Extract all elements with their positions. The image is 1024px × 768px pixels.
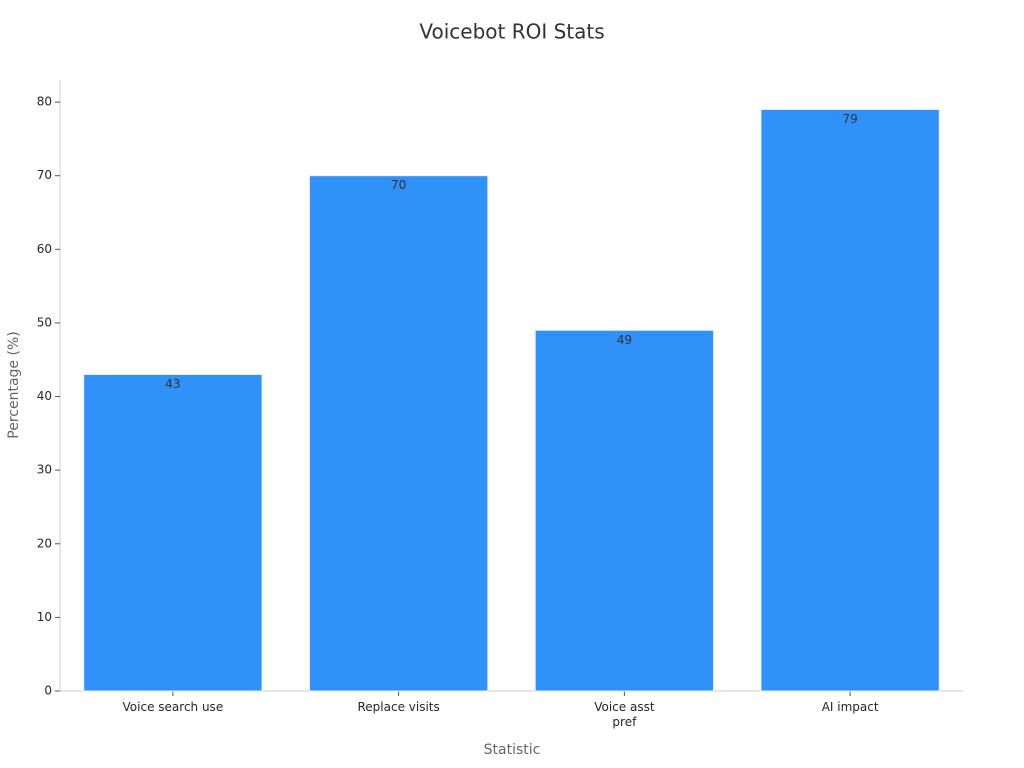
value-label: 79 — [842, 112, 857, 126]
x-tick-label: Replace visits — [357, 700, 440, 714]
y-tick-label: 20 — [37, 536, 52, 550]
y-tick-label: 60 — [37, 242, 52, 256]
bar — [534, 329, 715, 692]
y-tick-label: 40 — [37, 389, 52, 403]
y-tick-label: 10 — [37, 610, 52, 624]
bar — [760, 108, 940, 692]
y-axis-label: Percentage (%) — [6, 331, 22, 438]
x-tick-label: AI impact — [821, 700, 879, 714]
bar — [83, 373, 263, 692]
y-tick-label: 70 — [37, 168, 52, 182]
value-label: 70 — [391, 178, 406, 192]
y-tick-label: 80 — [37, 95, 52, 109]
y-tick-label: 0 — [44, 684, 52, 698]
x-tick-label: Voice search use — [122, 700, 224, 714]
chart-title: Voicebot ROI Stats — [419, 20, 604, 44]
y-tick-label: 30 — [37, 463, 52, 477]
x-tick-label: Voice asst pref — [594, 700, 655, 729]
value-label: 49 — [617, 333, 632, 347]
bar — [308, 175, 489, 692]
y-tick-label: 50 — [37, 315, 52, 329]
value-label: 43 — [165, 377, 180, 391]
x-axis-label: Statistic — [484, 742, 541, 758]
